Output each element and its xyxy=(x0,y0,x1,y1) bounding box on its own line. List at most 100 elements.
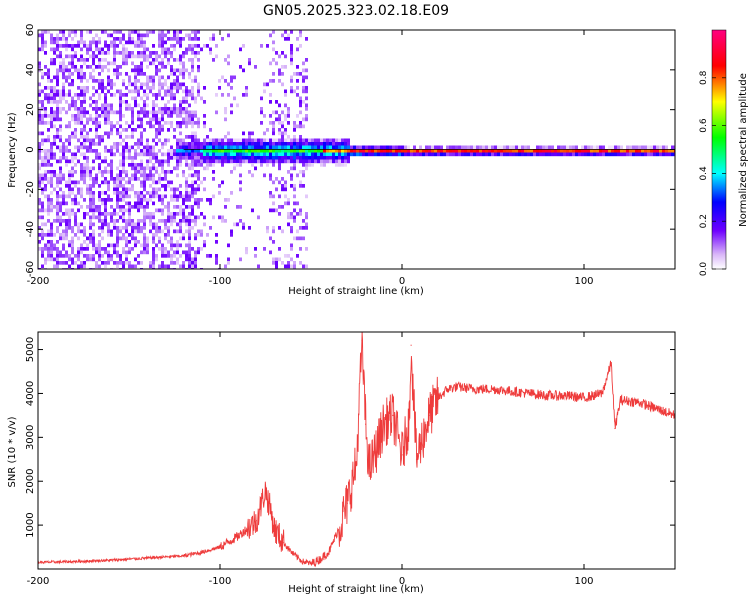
heatmap-cell xyxy=(98,152,101,157)
heatmap-cell xyxy=(95,100,98,104)
heatmap-cell xyxy=(119,184,122,188)
heatmap-cell xyxy=(278,156,281,160)
heatmap-cell xyxy=(275,51,278,55)
heatmap-cell xyxy=(74,51,77,55)
heatmap-cell xyxy=(137,226,140,230)
heatmap-cell xyxy=(188,72,191,76)
heatmap-cell xyxy=(92,51,95,55)
heatmap-cell xyxy=(191,89,194,94)
heatmap-cell xyxy=(122,212,125,216)
heatmap-cell xyxy=(92,254,95,258)
heatmap-cell xyxy=(347,156,350,160)
heatmap-cell xyxy=(182,51,185,55)
heatmap-cell xyxy=(47,219,50,223)
heatmap-cell xyxy=(56,247,59,251)
heatmap-cell xyxy=(59,205,62,209)
heatmap-cell xyxy=(584,145,587,150)
heatmap-cell xyxy=(221,37,224,41)
heatmap-cell xyxy=(275,117,278,122)
heatmap-cell xyxy=(176,89,179,94)
heatmap-cell xyxy=(236,159,239,164)
heatmap-cell xyxy=(233,152,236,157)
heatmap-cell xyxy=(59,107,62,111)
heatmap-cell xyxy=(332,142,335,146)
heatmap-cell xyxy=(65,233,68,237)
heatmap-cell xyxy=(98,58,101,62)
heatmap-cell xyxy=(113,247,116,251)
heatmap-cell xyxy=(161,177,164,181)
heatmap-cell xyxy=(167,208,170,213)
heatmap-cell xyxy=(134,156,137,160)
heatmap-cell xyxy=(227,159,230,164)
heatmap-cell xyxy=(182,208,185,213)
heatmap-cell xyxy=(62,142,65,146)
heatmap-cell xyxy=(179,222,182,227)
heatmap-cell xyxy=(47,100,50,104)
heatmap-cell xyxy=(203,86,206,90)
heatmap-cell xyxy=(473,152,476,157)
heatmap-cell xyxy=(89,236,92,241)
heatmap-cell xyxy=(38,68,41,73)
heatmap-cell xyxy=(41,208,44,213)
heatmap-cell xyxy=(137,93,140,97)
heatmap-cell xyxy=(71,30,74,34)
heatmap-cell xyxy=(518,149,521,153)
heatmap-cell xyxy=(164,107,167,111)
heatmap-cell xyxy=(68,107,71,111)
heatmap-cell xyxy=(131,68,134,73)
heatmap-cell xyxy=(524,149,527,153)
heatmap-cell xyxy=(38,107,41,111)
heatmap-cell xyxy=(539,149,542,153)
heatmap-cell xyxy=(272,261,275,265)
heatmap-cell xyxy=(281,138,284,143)
heatmap-cell xyxy=(125,72,128,76)
heatmap-cell xyxy=(128,103,131,108)
heatmap-cell xyxy=(302,264,305,269)
heatmap-cell xyxy=(47,138,50,143)
heatmap-cell xyxy=(323,159,326,164)
heatmap-cell xyxy=(161,201,164,206)
heatmap-cell xyxy=(128,54,131,59)
heatmap-cell xyxy=(95,250,98,255)
heatmap-cell xyxy=(299,236,302,241)
heatmap-cell xyxy=(68,191,71,195)
heatmap-cell xyxy=(179,44,182,48)
heatmap-cell xyxy=(203,124,206,129)
heatmap-cell xyxy=(272,156,275,160)
heatmap-cell xyxy=(53,47,56,52)
heatmap-cell xyxy=(359,149,362,153)
heatmap-cell xyxy=(236,152,239,157)
heatmap-cell xyxy=(245,152,248,157)
heatmap-cell xyxy=(209,145,212,150)
heatmap-cell xyxy=(353,145,356,150)
heatmap-cell xyxy=(176,261,179,265)
heatmap-cell xyxy=(74,163,77,167)
heatmap-cell xyxy=(83,226,86,230)
heatmap-cell xyxy=(152,180,155,185)
heatmap-cell xyxy=(119,93,122,97)
heatmap-cell xyxy=(119,205,122,209)
snr-point xyxy=(428,414,430,416)
heatmap-cell xyxy=(167,30,170,34)
heatmap-cell xyxy=(161,110,164,115)
heatmap-cell xyxy=(161,229,164,234)
heatmap-cell xyxy=(188,142,191,146)
heatmap-cell xyxy=(50,201,53,206)
heatmap-cell xyxy=(131,229,134,234)
heatmap-cell xyxy=(212,152,215,157)
heatmap-cell xyxy=(179,264,182,269)
heatmap-cell xyxy=(116,145,119,150)
heatmap-cell xyxy=(653,145,656,150)
heatmap-cell xyxy=(122,82,125,87)
heatmap-cell xyxy=(50,247,53,251)
heatmap-cell xyxy=(47,114,50,118)
heatmap-cell xyxy=(545,145,548,150)
heatmap-cell xyxy=(167,107,170,111)
heatmap-cell xyxy=(74,68,77,73)
heatmap-cell xyxy=(176,166,179,171)
heatmap-cell xyxy=(365,152,368,157)
heatmap-cell xyxy=(95,142,98,146)
heatmap-cell xyxy=(302,75,305,80)
heatmap-cell xyxy=(446,149,449,153)
heatmap-cell xyxy=(86,243,89,248)
